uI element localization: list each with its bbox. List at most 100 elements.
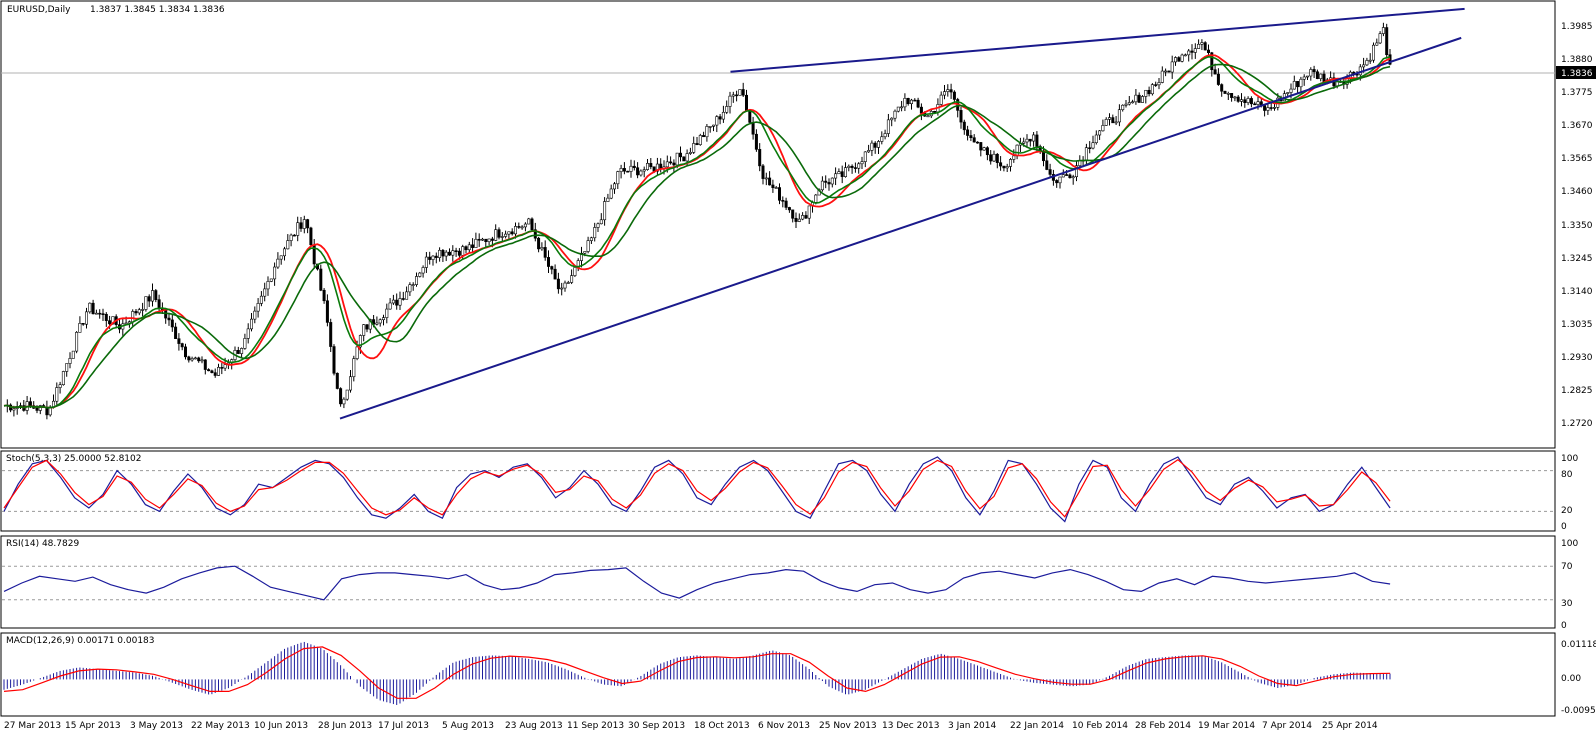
candle-body xyxy=(797,218,801,222)
candle-body xyxy=(398,298,402,306)
candle-body xyxy=(342,398,346,405)
candle-body xyxy=(876,141,880,148)
candle-body xyxy=(385,308,389,318)
candle-body xyxy=(1233,96,1237,99)
candle-body xyxy=(236,350,240,354)
candle-body xyxy=(104,313,108,321)
candle-body xyxy=(58,384,62,388)
candle-body xyxy=(962,121,966,131)
candle-body xyxy=(870,142,874,151)
candle-body xyxy=(1180,54,1184,62)
candle-body xyxy=(1117,109,1121,123)
candle-body xyxy=(1065,174,1069,176)
candle-body xyxy=(777,187,781,201)
candle-body xyxy=(1381,27,1385,34)
chart-marks xyxy=(2,7,1554,705)
rsi-pane-frame xyxy=(0,535,1556,629)
candle-body xyxy=(537,237,541,250)
candle-body xyxy=(1187,50,1191,56)
candle-body xyxy=(830,177,834,185)
candle-body xyxy=(1365,60,1369,66)
candle-body xyxy=(358,335,362,348)
candle-body xyxy=(273,266,277,280)
candle-body xyxy=(692,143,696,153)
candle-body xyxy=(388,302,392,310)
candle-body xyxy=(827,182,831,185)
stoch-signal-line xyxy=(3,458,1391,518)
candle-body xyxy=(441,249,445,257)
candle-body xyxy=(530,218,534,231)
candle-body xyxy=(1061,174,1065,178)
macd-tick: 0.00 xyxy=(1561,674,1581,684)
candle-body xyxy=(141,309,145,311)
candle-body xyxy=(1256,101,1260,105)
candle-body xyxy=(418,272,422,277)
candle-body xyxy=(490,238,494,241)
candle-body xyxy=(500,236,504,238)
price-tick: 1.3985 xyxy=(1561,22,1593,32)
candle-body xyxy=(1200,42,1204,45)
date-tick: 10 Jun 2013 xyxy=(254,721,308,731)
candle-body xyxy=(748,110,752,123)
candle-body xyxy=(395,299,399,306)
candle-body xyxy=(391,299,395,304)
candle-body xyxy=(329,322,333,347)
rsi-tick: 0 xyxy=(1561,621,1567,631)
candle-body xyxy=(1124,103,1128,106)
candle-body xyxy=(461,246,465,256)
date-tick: 5 Aug 2013 xyxy=(442,721,494,731)
ohlc-readout: 1.3837 1.3845 1.3834 1.3836 xyxy=(90,5,225,15)
candle-body xyxy=(629,165,633,172)
candle-body xyxy=(339,388,343,405)
candle-body xyxy=(71,350,75,359)
candle-body xyxy=(276,258,280,268)
candle-body xyxy=(847,165,851,168)
candle-body xyxy=(814,194,818,203)
candle-body xyxy=(424,256,428,268)
candle-body xyxy=(1071,176,1075,179)
candle-body xyxy=(781,200,785,202)
candle-body xyxy=(801,215,805,220)
candle-body xyxy=(167,317,171,321)
candle-body xyxy=(1154,84,1158,86)
candle-body xyxy=(639,170,643,176)
candle-body xyxy=(1170,61,1174,73)
candle-body xyxy=(1309,69,1313,77)
price-tick: 1.3880 xyxy=(1561,55,1593,65)
candle-body xyxy=(596,223,600,228)
rsi-line xyxy=(3,565,1391,601)
candle-body xyxy=(966,129,970,136)
candle-body xyxy=(203,359,207,370)
candle-body xyxy=(180,343,184,348)
candle-body xyxy=(220,367,224,369)
candle-body xyxy=(1286,92,1290,94)
candle-body xyxy=(636,167,640,176)
candle-body xyxy=(702,135,706,138)
candle-body xyxy=(45,407,49,416)
candle-body xyxy=(480,238,484,241)
candle-body xyxy=(546,257,550,267)
candle-body xyxy=(345,389,349,400)
candle-body xyxy=(1240,99,1244,102)
candle-body xyxy=(421,267,425,274)
candle-body xyxy=(405,291,409,300)
candle-body xyxy=(497,229,501,238)
candle-body xyxy=(533,229,537,239)
current-price-badge xyxy=(1556,66,1596,79)
macd-tick: 0.01118 xyxy=(1561,640,1596,650)
candle-body xyxy=(332,346,336,374)
date-tick: 13 Dec 2013 xyxy=(882,721,940,731)
candle-body xyxy=(573,267,577,276)
candle-body xyxy=(744,94,748,112)
candle-body xyxy=(1273,107,1277,109)
candle-body xyxy=(550,266,554,270)
candle-body xyxy=(609,188,613,199)
candle-body xyxy=(451,250,455,256)
candle-body xyxy=(586,240,590,252)
candle-body xyxy=(527,218,531,225)
candle-body xyxy=(94,312,98,315)
candle-body xyxy=(1362,64,1366,68)
candle-body xyxy=(250,318,254,330)
candle-body xyxy=(1104,119,1108,126)
candle-body xyxy=(645,163,649,170)
